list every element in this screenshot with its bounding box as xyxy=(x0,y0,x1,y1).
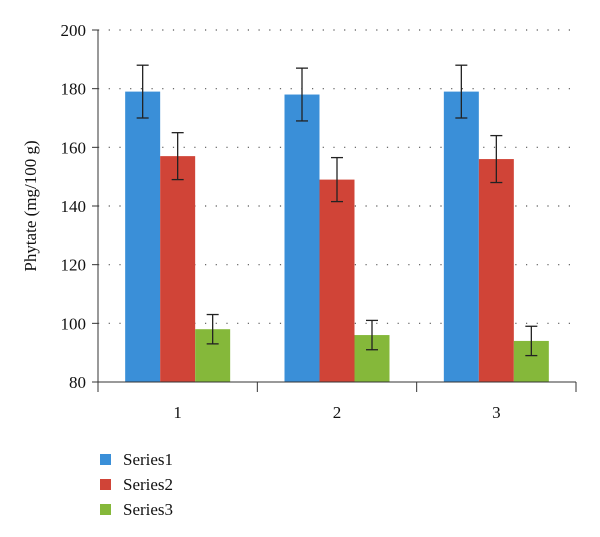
error-bars xyxy=(136,64,538,357)
legend: Series1 Series2 Series3 xyxy=(100,450,173,519)
y-tick-label: 120 xyxy=(61,256,87,275)
y-tick-label: 200 xyxy=(61,21,87,40)
y-axis-label: Phytate (mg/100 g) xyxy=(21,140,40,271)
bar xyxy=(319,179,355,382)
x-tick-label: 1 xyxy=(173,403,182,422)
bar xyxy=(160,156,196,382)
y-tick-labels: 80 100 120 140 160 180 200 xyxy=(61,21,87,392)
legend-label: Series1 xyxy=(123,450,173,469)
bar xyxy=(478,159,514,382)
y-tick-label: 160 xyxy=(61,138,87,157)
x-tick-label: 2 xyxy=(333,403,342,422)
legend-swatch xyxy=(100,504,111,515)
legend-label: Series3 xyxy=(123,500,173,519)
y-tick-label: 80 xyxy=(69,373,86,392)
bar xyxy=(284,94,320,383)
y-tick-label: 180 xyxy=(61,80,87,99)
y-tick-label: 140 xyxy=(61,197,87,216)
legend-label: Series2 xyxy=(123,475,173,494)
bar xyxy=(125,91,161,382)
x-tick-label: 3 xyxy=(492,403,501,422)
bars xyxy=(125,91,549,383)
y-tick-label: 100 xyxy=(61,314,87,333)
bar xyxy=(443,91,479,382)
legend-swatch xyxy=(100,454,111,465)
x-tick-labels: 1 2 3 xyxy=(173,403,500,422)
legend-swatch xyxy=(100,479,111,490)
axes xyxy=(92,29,577,392)
